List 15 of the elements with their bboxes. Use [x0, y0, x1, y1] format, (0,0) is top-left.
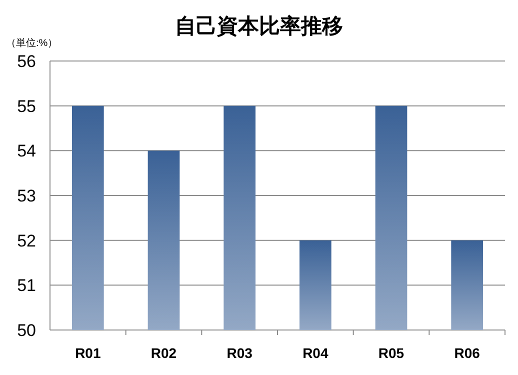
chart-title: 自己資本比率推移	[175, 14, 343, 38]
x-tick-label: R01	[75, 345, 101, 361]
y-tick-label: 54	[17, 142, 36, 161]
y-tick-label: 56	[17, 52, 36, 71]
y-axis-title: （単位:%）	[6, 37, 58, 49]
y-tick-label: 52	[17, 231, 36, 250]
x-tick-label: R03	[226, 345, 253, 361]
x-tick-label: R05	[378, 345, 404, 361]
x-tick-label: R02	[150, 345, 177, 361]
x-tick-label: R06	[454, 345, 480, 361]
y-tick-label: 51	[17, 276, 36, 296]
x-tick-label: R04	[302, 345, 328, 361]
y-tick-label: 53	[17, 186, 36, 206]
y-tick-label: 55	[17, 96, 36, 116]
y-tick-label: 50	[17, 321, 36, 340]
